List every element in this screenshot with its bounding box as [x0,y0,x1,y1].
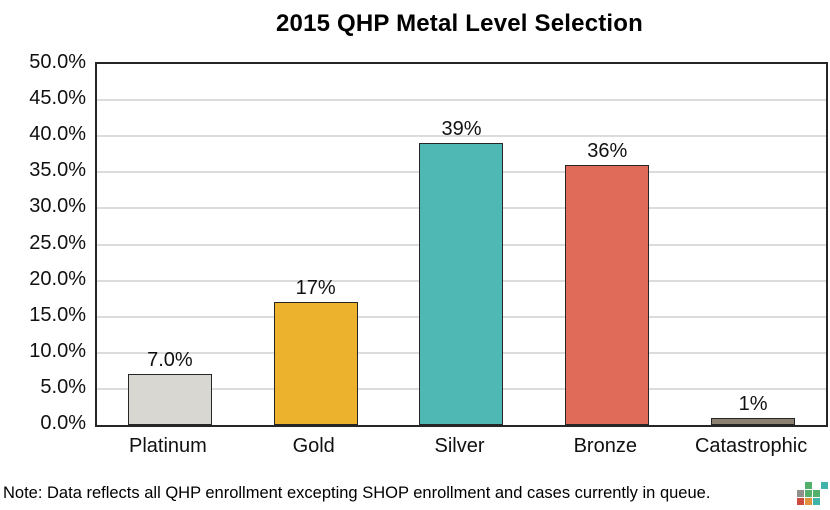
x-tick-label-catastrophic: Catastrophic [694,435,808,457]
y-tick-label: 25.0% [29,231,86,254]
y-tick-label: 20.0% [29,267,86,290]
chart-footnote: Note: Data reflects all QHP enrollment e… [3,484,711,502]
y-tick-label: 30.0% [29,195,86,218]
logo-pixel [805,482,812,489]
y-tick-label: 45.0% [29,87,86,110]
logo-pixel [813,498,820,505]
logo-pixel [797,490,804,497]
bar-value-label: 1% [738,392,768,415]
bar-slot-silver: 39% [389,64,535,425]
x-tick-label-platinum: Platinum [128,435,207,457]
y-tick-label: 35.0% [29,159,86,182]
y-tick-label: 5.0% [40,375,86,398]
y-tick-label: 0.0% [40,412,86,434]
logo-pixel [821,482,828,489]
y-tick-label: 50.0% [29,51,86,73]
chart-title: 2015 QHP Metal Level Selection [275,10,644,37]
bar-platinum: 7.0% [127,349,212,425]
bar-bronze: 36% [565,140,650,425]
y-tick-label: 40.0% [29,123,86,146]
bar-silver: 39% [419,118,504,425]
bar-gold: 17% [273,277,358,425]
bar-slot-catastrophic: 1% [680,64,826,425]
logo-pixel [797,498,804,505]
x-tick-label-silver: Silver [434,435,485,457]
bar-slot-gold: 17% [243,64,389,425]
x-tick-label-bronze: Bronze [573,435,637,457]
y-tick-label: 15.0% [29,303,86,326]
pixel-blocks-logo-icon [797,482,828,505]
logo-pixel [813,490,820,497]
bar-slot-platinum: 7.0% [97,64,243,425]
logo-pixel [821,498,828,505]
logo-pixel [821,490,828,497]
bar-catastrophic: 1% [711,393,796,425]
plot-area: 7.0% 17% 39% 36% 1% [95,62,828,427]
bar-value-label: 17% [295,277,336,300]
logo-pixel [805,490,812,497]
bar-value-label: 7.0% [147,349,193,372]
x-tick-label-gold: Gold [292,435,335,457]
bar-value-label: 39% [441,118,482,141]
x-axis-tick-labels: Platinum Gold Silver Bronze Catastrophic [95,435,824,458]
bar-slot-bronze: 36% [534,64,680,425]
y-axis-tick-labels: 50.0% 45.0% 40.0% 35.0% 30.0% 25.0% 20.0% 15.0%… [0,51,86,434]
logo-pixel [813,482,820,489]
logo-pixel [797,482,804,489]
bar-series: 7.0% 17% 39% 36% 1% [97,64,826,425]
bar-value-label: 36% [587,140,628,163]
logo-pixel [805,498,812,505]
y-tick-label: 10.0% [29,339,86,362]
